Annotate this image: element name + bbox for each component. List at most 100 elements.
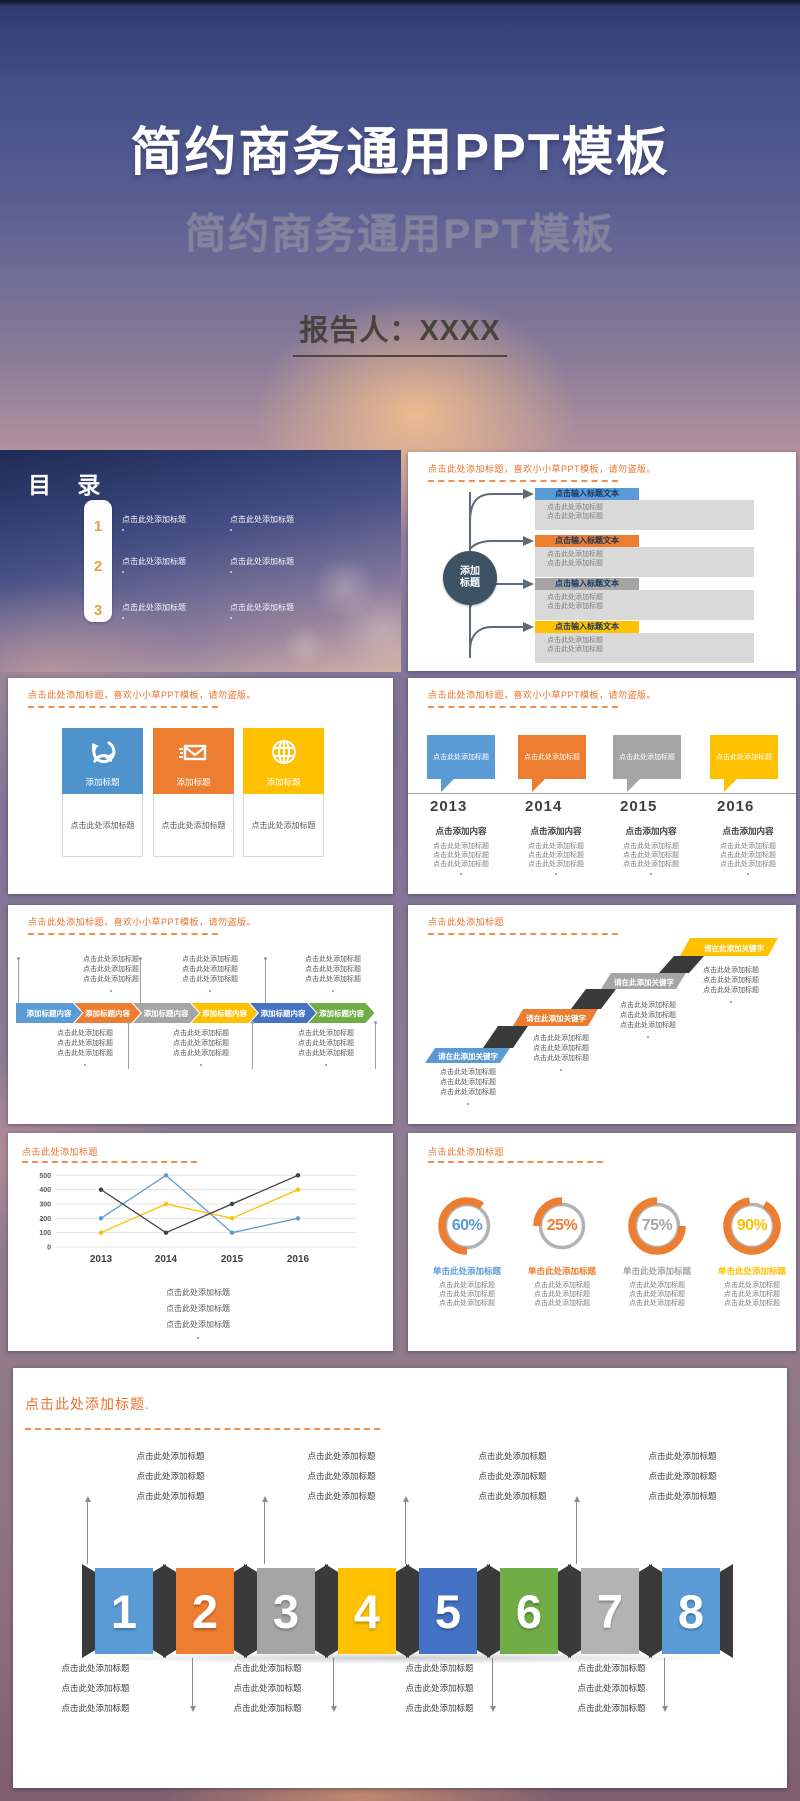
sub-text-line: 点击此处添加标题 <box>528 852 584 859</box>
note-line: 点击此处添加标题 <box>577 1703 646 1713</box>
number-block: 3 <box>244 1564 328 1658</box>
note-line: 点击此处添加标题 <box>57 1030 113 1037</box>
numbered-blocks-slide[interactable]: 点击此处添加标题. 点击此处添加标题 点击此处添加标题 点击此处添加标题 点击此处添加… <box>13 1368 787 1788</box>
sub-text-line: 点击此处添加标题 <box>724 1300 780 1307</box>
block-side-right <box>719 1564 733 1658</box>
down-arrow <box>661 1658 668 1712</box>
up-arrow <box>573 1496 580 1564</box>
sub-text-line: 点击此处添加标题 <box>629 1291 685 1298</box>
donut-ring <box>438 1197 496 1255</box>
speech-bubble: 点击此处添加标题 <box>518 735 586 779</box>
cover-title: 简约商务通用PPT模板 <box>130 124 670 182</box>
cover-slide[interactable]: 简约商务通用PPT模板 简约商务通用PPT模板 报告人：XXXX <box>0 6 800 449</box>
down-arrow <box>330 1658 337 1712</box>
donut-ring <box>628 1197 686 1255</box>
toc-item-label: 点击此处添加标题 <box>122 514 186 531</box>
donut-chart: 25% <box>531 1195 593 1257</box>
note-line: 点击此处添加标题 <box>440 1069 496 1076</box>
note-line: 点击此处添加标题 <box>703 987 759 994</box>
line-chart: 0 100 200 300 400 500 2013 2014 2015 2016 <box>39 1173 356 1265</box>
sub-text-line: 点击此处添加标题 <box>534 1282 590 1289</box>
sub-text-line: 点击此处添加标题 <box>439 1282 495 1289</box>
title-bar-header: 点击输入标题文本 <box>535 535 639 547</box>
connector-line-down <box>127 1021 130 1069</box>
sub-text-line: 点击此处添加标题 <box>623 861 679 868</box>
arrows-diagram-slide[interactable]: 点击此处添加标题，喜欢小小草PPT模板，请勿盗版。 添加标题 点击输入标题文本点… <box>408 452 796 671</box>
note-line: 点击此处添加标题 <box>305 966 361 973</box>
note-line: 点击此处添加标题 <box>478 1451 547 1461</box>
y-tick-label: 500 <box>39 1173 51 1180</box>
block-side-left <box>487 1564 501 1658</box>
sub-text-line: 点击此处添加标题 <box>439 1291 495 1298</box>
stair-note: 点击此处添加标题 点击此处添加标题 点击此处添加标题 <box>516 1034 606 1071</box>
chevron-step: 添加标题内容 <box>309 1003 375 1023</box>
feature-card-body: 点击此处添加标题 <box>153 794 234 857</box>
note-group-bottom: 点击此处添加标题 点击此处添加标题 点击此处添加标题 <box>38 1658 153 1718</box>
chart-data-point <box>163 1230 169 1235</box>
title-bar: 点击输入标题文本 点击此处添加标题 点击此处添加标题 <box>535 535 754 577</box>
title-bar-header: 点击输入标题文本 <box>535 621 639 633</box>
title-bar-text-line: 点击此处添加标题 <box>547 637 603 644</box>
title-bar-text-line: 点击此处添加标题 <box>547 513 603 520</box>
stair-step <box>601 973 686 989</box>
stair-step-label: 请在此添加关键字 <box>614 977 674 987</box>
block-side-right <box>233 1564 247 1658</box>
slide-heading: 点击此处添加标题 <box>428 1147 505 1157</box>
year-label: 2015 <box>620 798 658 815</box>
y-tick-label: 400 <box>39 1187 51 1194</box>
sub-text-line: 点击此处添加标题 <box>724 1291 780 1298</box>
note-line: 点击此处添加标题 <box>533 1035 589 1042</box>
title-bar-body: 点击此处添加标题 点击此处添加标题 <box>535 590 754 620</box>
block-side-right <box>314 1564 328 1658</box>
speech-bubble: 点击此处添加标题 <box>427 735 495 779</box>
title-bar-body: 点击此处添加标题 点击此处添加标题 <box>535 500 754 530</box>
chevron-process-slide[interactable]: 点击此处添加标题，喜欢小小草PPT模板，请勿盗版。 添加标题内容 添加标题内容 添加… <box>8 905 393 1124</box>
toc-item-label: 点击此处添加标题 <box>122 602 186 619</box>
year-timeline-slide[interactable]: 点击此处添加标题，喜欢小小草PPT模板，请勿盗版。 点击此处添加标题 点击此处添加… <box>408 678 796 894</box>
toc-item-label: 点击此处添加标题 <box>230 556 294 573</box>
chevron-step: 添加标题内容 <box>133 1003 199 1023</box>
chevron-note-below: 点击此处添加标题 点击此处添加标题 点击此处添加标题 <box>30 1029 140 1066</box>
chevron-step: 添加标题内容 <box>16 1003 82 1023</box>
heading-underline <box>428 933 618 935</box>
stairs-diagram-slide[interactable]: 点击此处添加标题 请在此添加关键字 请在此添加关键字 请在此添加关键字 请在此添加关键… <box>408 905 796 1124</box>
donut-group: 25% 单击此处添加标题 点击此处添加标题 点击此处添加标题 点击此处添加标题 <box>519 1195 605 1308</box>
x-tick-label: 2016 <box>287 1254 310 1265</box>
chart-data-point <box>229 1230 235 1235</box>
chart-data-point <box>295 1187 301 1192</box>
year-sub-text: 点击此处添加标题 点击此处添加标题 点击此处添加标题 <box>416 842 506 875</box>
title-bar-text-line: 点击此处添加标题 <box>547 646 603 653</box>
heading-underline <box>28 706 218 708</box>
block-side-left <box>244 1564 258 1658</box>
toc-number: 2 <box>93 558 103 575</box>
connector-line-up <box>17 957 20 1003</box>
speech-bubble-tail <box>532 779 545 792</box>
sub-text-line: 点击此处添加标题 <box>623 843 679 850</box>
add-title-circle: 添加标题 <box>443 551 497 605</box>
note-group-top: 点击此处添加标题 点击此处添加标题 点击此处添加标题 <box>455 1446 570 1506</box>
chart-data-point <box>98 1230 104 1235</box>
block-number-face: 8 <box>662 1568 720 1654</box>
stair-step <box>513 1009 598 1026</box>
block-side-left <box>82 1564 96 1658</box>
donut-sub-text: 点击此处添加标题 点击此处添加标题 点击此处添加标题 <box>614 1281 700 1308</box>
note-line: 点击此处添加标题 <box>307 1471 376 1481</box>
toc-number-bar: 1 2 3 <box>84 500 112 622</box>
sub-text-line: 点击此处添加标题 <box>534 1291 590 1298</box>
title-bar-text-line: 点击此处添加标题 <box>547 504 603 511</box>
chart-series-line <box>100 1174 299 1234</box>
feature-card: 添加标题 点击此处添加标题 <box>153 728 234 857</box>
line-chart-slide[interactable]: 点击此处添加标题 0 100 200 300 400 500 2013 2014 2015 201… <box>8 1133 393 1351</box>
donut-percentage-slide[interactable]: 点击此处添加标题 60% 单击此处添加标题 点击此处添加标题 点击此处添加标题 点击此处… <box>408 1133 796 1351</box>
title-bar-body: 点击此处添加标题 点击此处添加标题 <box>535 547 754 577</box>
note-group-bottom: 点击此处添加标题 点击此处添加标题 点击此处添加标题 <box>382 1658 497 1718</box>
card-body-text: 点击此处添加标题 <box>70 820 135 830</box>
icon-cards-slide[interactable]: 点击此处添加标题，喜欢小小草PPT模板，请勿盗版。 添加标题 点击此处添加标题 添加… <box>8 678 393 894</box>
up-arrow <box>261 1496 268 1564</box>
block-side-right <box>638 1564 652 1658</box>
note-line: 点击此处添加标题 <box>620 1002 676 1009</box>
feature-card-top: 添加标题 <box>62 728 143 794</box>
top-edge-strip <box>0 0 800 6</box>
